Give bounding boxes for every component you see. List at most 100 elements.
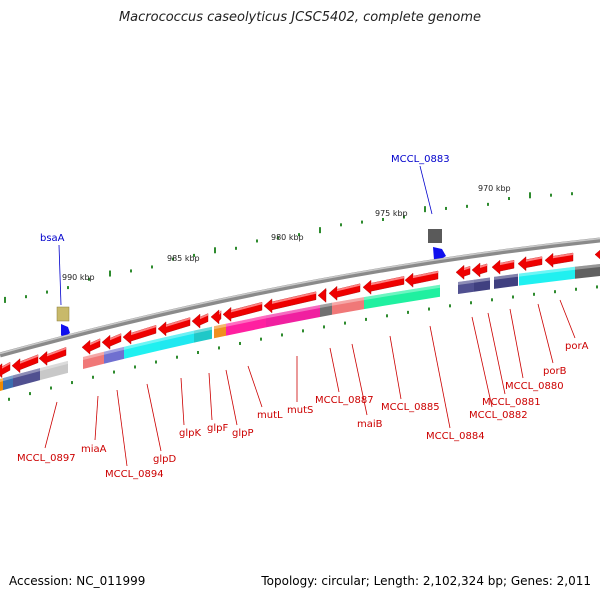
- outer-tick: [382, 217, 384, 221]
- inner-tick: [92, 375, 94, 379]
- inner-tick: [428, 307, 430, 311]
- scale-label-990: 990 kbp: [62, 273, 95, 282]
- scale-label-980: 980 kbp: [271, 233, 304, 242]
- reverse-arrow-highlight: [371, 276, 404, 286]
- reverse-arrow-highlight: [500, 260, 514, 266]
- outer-tick: [319, 227, 321, 234]
- label-leader: [351, 343, 368, 416]
- inner-tick: [470, 301, 472, 305]
- label-leader: [559, 299, 576, 339]
- gene-label-glpD[interactable]: glpD: [153, 454, 176, 465]
- label-leader: [247, 365, 263, 408]
- genome-backbone-highlight: [0, 237, 600, 355]
- gene-block-highlight: [575, 264, 600, 270]
- inner-tick: [365, 317, 367, 321]
- gene-block-highlight: [494, 273, 518, 280]
- reverse-arrow: [263, 291, 317, 314]
- gene-label-MCCL_0883[interactable]: MCCL_0883: [391, 154, 450, 165]
- gene-label-MCCL_0885[interactable]: MCCL_0885: [381, 402, 440, 413]
- gene-label-bsaA[interactable]: bsaA: [40, 233, 65, 244]
- gene-label-glpF[interactable]: glpF: [207, 423, 228, 434]
- reverse-arrow-highlight: [553, 252, 573, 259]
- gene-block-highlight: [266, 304, 320, 319]
- gene-block: [124, 338, 160, 359]
- gene-label-maiB[interactable]: maiB: [357, 419, 383, 430]
- outer-tick: [487, 202, 489, 206]
- inner-tick: [491, 298, 493, 302]
- outer-tick: [298, 233, 300, 237]
- gene-label-porB[interactable]: porB: [543, 366, 567, 377]
- reverse-arrow: [222, 301, 263, 322]
- reverse-arrow: [38, 347, 67, 366]
- gene-block-highlight: [458, 279, 474, 286]
- label-leader: [487, 312, 506, 395]
- gene-block: [160, 330, 194, 351]
- inner-tick: [176, 355, 178, 359]
- label-leader: [225, 369, 238, 426]
- gene-block: [13, 368, 40, 388]
- label-leader: [329, 347, 340, 393]
- gene-label-MCCL_0882[interactable]: MCCL_0882: [469, 410, 528, 421]
- gene-block-highlight: [13, 368, 40, 379]
- outer-tick: [424, 206, 426, 213]
- outer-tick: [571, 192, 573, 196]
- gene-block: [194, 326, 212, 343]
- gene-block: [519, 266, 575, 286]
- gene-label-mutL[interactable]: mutL: [257, 410, 283, 421]
- inner-tick: [302, 329, 304, 333]
- gene-label-porA[interactable]: porA: [565, 341, 589, 352]
- gene-label-MCCL_0894[interactable]: MCCL_0894: [105, 469, 164, 480]
- gene-label-MCCL_0880[interactable]: MCCL_0880: [505, 381, 564, 392]
- gene-block-highlight: [194, 326, 212, 334]
- outer-tick: [214, 247, 216, 254]
- gene-label-miaA[interactable]: miaA: [81, 444, 107, 455]
- gene-label-MCCL_0884[interactable]: MCCL_0884: [426, 431, 485, 442]
- reverse-arrow-highlight: [2, 362, 10, 369]
- outer-tick: [235, 246, 237, 250]
- inner-tick: [386, 314, 388, 318]
- gene-label-MCCL_0887[interactable]: MCCL_0887: [315, 395, 374, 406]
- outer-tick: [109, 270, 111, 277]
- gene-block-highlight: [519, 266, 575, 277]
- gene-label-glpP[interactable]: glpP: [232, 428, 254, 439]
- gene-label-mutS[interactable]: mutS: [287, 405, 313, 416]
- label-leader: [471, 316, 493, 408]
- inner-tick: [554, 290, 556, 294]
- outer-tick: [361, 220, 363, 224]
- reverse-arrow: [317, 287, 327, 303]
- forward-gene-MCCL_0883[interactable]: [419, 165, 446, 261]
- inner-tick: [71, 381, 73, 385]
- gene-label-MCCL_0897[interactable]: MCCL_0897: [17, 453, 76, 464]
- gene-block-highlight: [40, 360, 68, 372]
- scale-labels: 990 kbp 985 kbp 980 kbp 975 kbp 970 kbp: [62, 184, 511, 282]
- outer-tick: [550, 193, 552, 197]
- outer-tick: [403, 215, 405, 219]
- reverse-arrow-highlight: [20, 354, 38, 364]
- label-leader: [509, 308, 524, 379]
- reverse-arrow-highlight: [110, 333, 121, 341]
- label-leader: [180, 377, 185, 426]
- gene-color-blocks: [0, 264, 600, 391]
- inner-tick: [281, 333, 283, 337]
- gene-block-highlight: [83, 351, 104, 361]
- inner-tick: [8, 397, 10, 401]
- inner-tick: [113, 370, 115, 374]
- gene-label-MCCL_0881[interactable]: MCCL_0881: [482, 397, 541, 408]
- inner-tick: [533, 292, 535, 296]
- inner-tick: [50, 386, 52, 390]
- gene-block-highlight: [332, 297, 364, 306]
- reverse-arrow: [122, 325, 157, 345]
- gene-block: [104, 346, 124, 364]
- outer-tick-row: [4, 192, 573, 303]
- outer-tick: [67, 286, 69, 290]
- forward-gene-bsaA[interactable]: [56, 244, 70, 338]
- reverse-arrow-highlight: [47, 347, 66, 357]
- gene-label-glpK[interactable]: glpK: [179, 428, 201, 439]
- gene-block-highlight: [104, 346, 124, 355]
- reverse-arrow-highlight: [464, 266, 470, 271]
- gene-block: [40, 360, 68, 381]
- inner-tick: [155, 360, 157, 364]
- reverse-arrow: [517, 256, 543, 272]
- reverse-arrow: [328, 283, 361, 301]
- outer-tick: [340, 223, 342, 227]
